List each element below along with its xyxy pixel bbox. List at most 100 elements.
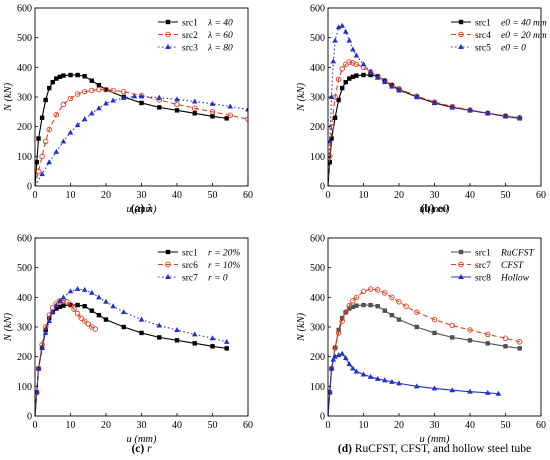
x-tick-label: 10 [66, 190, 76, 201]
x-tick-label: 40 [172, 190, 182, 201]
data-point [46, 318, 52, 324]
series-src6-2 [35, 297, 99, 416]
data-point [502, 113, 509, 119]
data-point [68, 72, 73, 78]
data-point [67, 95, 74, 102]
x-tick-label: 20 [101, 190, 111, 201]
data-point [346, 37, 353, 43]
data-point [467, 327, 473, 333]
data-point [209, 335, 216, 341]
data-point [332, 345, 338, 351]
data-point [382, 377, 388, 383]
legend-label: src5 [475, 44, 491, 54]
data-point [374, 287, 381, 293]
data-point [403, 303, 409, 309]
legend-marker [165, 274, 171, 279]
data-point [42, 324, 49, 330]
data-point [517, 346, 522, 351]
data-point [103, 298, 109, 304]
data-point [89, 78, 94, 83]
legend-entry-src7: src7 CFST [451, 261, 524, 271]
data-point [110, 87, 116, 94]
legend-param: CFST [501, 261, 524, 271]
data-point [54, 76, 59, 81]
panel-caption: (d) RuCFST, CFST, and hollow steel tube [338, 443, 531, 455]
y-tick-label: 400 [310, 63, 325, 74]
data-point [350, 304, 356, 310]
data-point [329, 136, 334, 141]
y-tick-label: 0 [320, 412, 325, 423]
legend-param: e0 = 0 [501, 44, 526, 54]
panel-caption: (b) e0 [421, 203, 449, 215]
data-point [245, 106, 248, 112]
legend-label: src1 [182, 249, 198, 259]
y-tick-label: 400 [310, 293, 325, 304]
data-point [350, 60, 356, 66]
x-tick-label: 60 [536, 190, 546, 201]
data-point [484, 110, 491, 116]
data-point [431, 385, 438, 391]
legend-label: src2 [182, 31, 198, 41]
data-point [503, 344, 508, 349]
panel-caption-text: RuCFST, CFST, and hollow steel tube [355, 443, 531, 455]
data-point [110, 303, 116, 309]
legend-marker [165, 31, 171, 38]
legend-entry-src6: src6 r = 10% [158, 261, 240, 271]
x-tick-label: 0 [33, 420, 38, 431]
data-point [413, 94, 420, 99]
data-point [339, 66, 345, 72]
data-point [131, 93, 138, 99]
panel-caption-letter: (b) [421, 203, 438, 215]
series-line [328, 61, 520, 186]
series-src1-1 [35, 302, 229, 416]
y-tick-label: 400 [17, 293, 32, 304]
data-point [35, 365, 42, 371]
data-point [346, 302, 353, 309]
data-point [82, 74, 87, 79]
legend-param: λ = 60 [207, 31, 233, 41]
y-tick-label: 100 [17, 152, 32, 163]
data-point [121, 324, 126, 330]
y-tick-label: 500 [17, 263, 32, 274]
data-point [42, 329, 49, 335]
legend-entry-src2: src2 λ = 60 [158, 31, 233, 41]
data-point [328, 94, 335, 99]
x-tick-label: 50 [208, 420, 218, 431]
data-point [78, 315, 84, 321]
data-point [46, 159, 52, 165]
series-line [35, 288, 227, 416]
legend-marker [165, 44, 171, 49]
data-point [81, 116, 88, 122]
legend-marker [165, 261, 171, 268]
data-point [53, 148, 60, 154]
data-point [382, 290, 388, 296]
data-point [224, 116, 229, 121]
y-tick-label: 100 [310, 152, 325, 163]
panel-caption-letter: (d) [338, 443, 355, 455]
y-tick-label: 300 [310, 323, 325, 334]
x-tick-label: 50 [208, 190, 218, 201]
data-point [353, 61, 360, 68]
x-tick-label: 60 [536, 420, 546, 431]
data-point [209, 100, 216, 106]
series-line [328, 353, 499, 416]
data-point [39, 153, 45, 160]
data-point [191, 105, 198, 112]
data-point [367, 68, 374, 74]
data-point [120, 309, 127, 315]
y-tick-label: 500 [310, 263, 325, 274]
data-point [347, 76, 352, 81]
data-point [227, 112, 233, 119]
x-tick-label: 30 [137, 190, 147, 201]
legend-entry-src1: src1 e0 = 40 mm [451, 19, 547, 29]
y-tick-label: 500 [17, 33, 32, 44]
x-tick-label: 10 [359, 190, 369, 201]
data-point [485, 331, 491, 338]
data-point [328, 389, 333, 395]
y-tick-label: 200 [310, 122, 325, 133]
data-point [210, 114, 215, 119]
data-point [342, 355, 349, 361]
data-point [340, 315, 345, 321]
data-point [350, 365, 356, 371]
